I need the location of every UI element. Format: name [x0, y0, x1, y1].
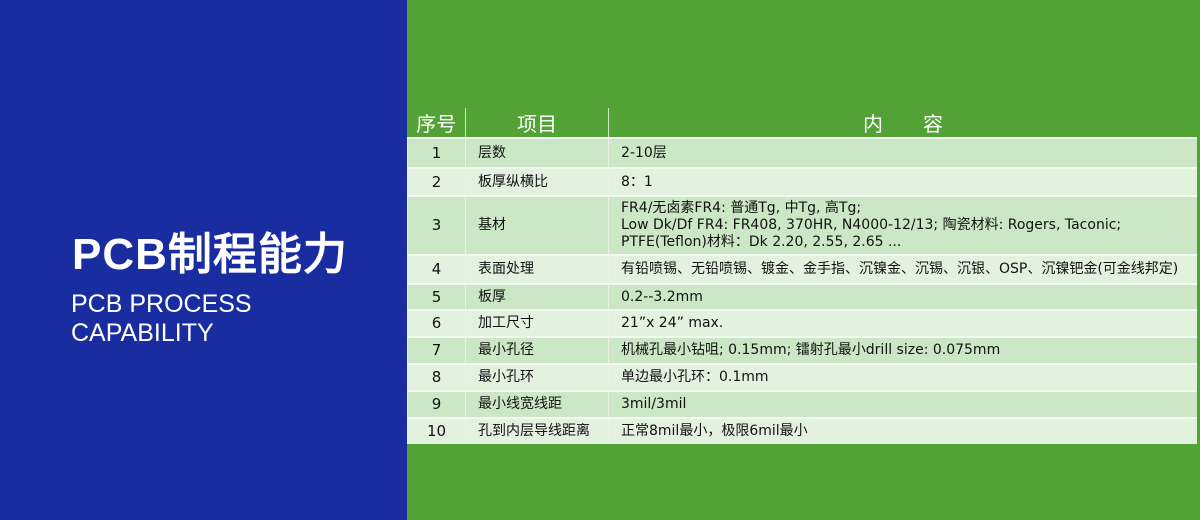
header-no: 序号 [416, 112, 457, 136]
row-item: 基材 [465, 195, 609, 255]
row-item: 表面处理 [465, 254, 609, 284]
row-number: 3 [407, 195, 466, 255]
table-row: 3 基材 FR4/无卤素FR4: 普通Tg, 中Tg, 高Tg; Low Dk/Df … [407, 195, 1197, 255]
row-content: 正常8mil最小，极限6mil最小 [608, 417, 1197, 444]
row-number: 7 [407, 336, 466, 364]
table-row: 1 层数 2-10层 [407, 137, 1197, 168]
content-line: 8：1 [621, 173, 653, 190]
row-item: 最小孔径 [465, 336, 609, 364]
row-item: 最小线宽线距 [465, 390, 609, 418]
row-content: 3mil/3mil [608, 390, 1197, 418]
row-item: 加工尺寸 [465, 309, 609, 337]
row-content: FR4/无卤素FR4: 普通Tg, 中Tg, 高Tg; Low Dk/Df FR4… [608, 195, 1197, 255]
page-subtitle: PCB PROCESS CAPABILITY [71, 290, 252, 348]
row-item: 板厚 [465, 283, 609, 310]
header-item: 项目 [465, 108, 609, 138]
row-number: 5 [407, 283, 466, 310]
content-line: PTFE(Teflon)材料：Dk 2.20, 2.55, 2.65 ... [621, 234, 902, 250]
subtitle-line: PCB PROCESS [71, 290, 252, 318]
content-line: 21”x 24” max. [621, 315, 724, 331]
row-content: 0.2--3.2mm [608, 283, 1197, 310]
table-row: 6 加工尺寸 21”x 24” max. [407, 309, 1197, 337]
page-title: PCB制程能力 [72, 230, 348, 279]
row-item: 板厚纵横比 [465, 167, 609, 196]
table-row: 8 最小孔环 单边最小孔环：0.1mm [407, 363, 1197, 391]
row-number: 2 [407, 167, 466, 196]
content-line: 3mil/3mil [621, 396, 687, 412]
row-content: 8：1 [608, 167, 1197, 196]
row-item: 最小孔环 [465, 363, 609, 391]
table-row: 9 最小线宽线距 3mil/3mil [407, 390, 1197, 418]
table-row: 4 表面处理 有铅喷锡、无铅喷锡、镀金、金手指、沉镍金、沉锡、沉银、OSP、沉镍钯金… [407, 254, 1197, 284]
table-row: 10 孔到内层导线距离 正常8mil最小，极限6mil最小 [407, 417, 1197, 444]
table-row: 7 最小孔径 机械孔最小钻咀; 0.15mm; 镭射孔最小drill size: 0… [407, 336, 1197, 364]
row-number: 10 [407, 417, 466, 444]
content-line: 单边最小孔环：0.1mm [621, 369, 769, 385]
row-number: 6 [407, 309, 466, 337]
row-content: 2-10层 [608, 137, 1197, 168]
table-row: 5 板厚 0.2--3.2mm [407, 283, 1197, 310]
content-line: FR4/无卤素FR4: 普通Tg, 中Tg, 高Tg; [621, 200, 862, 216]
subtitle-line: CAPABILITY [71, 319, 214, 347]
content-line: 0.2--3.2mm [621, 288, 703, 305]
content-line: 正常8mil最小，极限6mil最小 [621, 423, 808, 439]
left-panel: PCB制程能力 PCB PROCESS CAPABILITY [0, 0, 407, 520]
row-item: 孔到内层导线距离 [465, 417, 609, 444]
row-content: 单边最小孔环：0.1mm [608, 363, 1197, 391]
row-number: 4 [407, 254, 466, 284]
content-line: 2-10层 [621, 144, 667, 161]
content-line: 机械孔最小钻咀; 0.15mm; 镭射孔最小drill size: 0.075m… [621, 342, 1001, 358]
table-row: 2 板厚纵横比 8：1 [407, 167, 1197, 196]
row-number: 1 [407, 137, 466, 168]
row-number: 9 [407, 390, 466, 418]
row-content: 21”x 24” max. [608, 309, 1197, 337]
row-item: 层数 [465, 137, 609, 168]
content-line: Low Dk/Df FR4: FR408, 370HR, N4000-12/13… [621, 217, 1122, 233]
content-line: 有铅喷锡、无铅喷锡、镀金、金手指、沉镍金、沉锡、沉银、OSP、沉镍钯金(可金线邦… [621, 261, 1179, 277]
table-header: 序号 项目 内 容 [408, 108, 1197, 138]
row-number: 8 [407, 363, 466, 391]
header-content: 内 容 [608, 108, 1197, 138]
capability-table: 序号 项目 内 容 1 层数 2-10层 2 板厚纵横比 8：1 3 基材 FR4/无卤素FR4… [407, 108, 1197, 444]
row-content: 有铅喷锡、无铅喷锡、镀金、金手指、沉镍金、沉锡、沉银、OSP、沉镍钯金(可金线邦… [608, 254, 1197, 284]
row-content: 机械孔最小钻咀; 0.15mm; 镭射孔最小drill size: 0.075m… [608, 336, 1197, 364]
